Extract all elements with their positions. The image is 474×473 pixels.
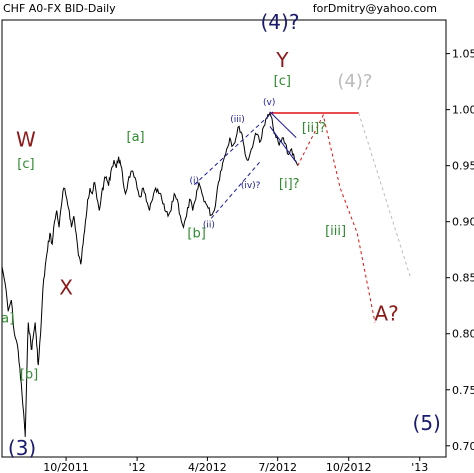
wave-label: [c]	[17, 157, 34, 172]
wave-label: [a]	[127, 130, 145, 145]
wave-label: (3)	[8, 436, 36, 460]
y-tick-label: 0.950	[452, 160, 474, 173]
y-axis: 1.05 1.00 0.950 0.900 0.850 0.800 0.750 0.700	[446, 48, 474, 453]
wave-label: W	[16, 128, 36, 152]
wave-overlay-layer	[193, 111, 411, 323]
author-watermark: forDmitry@yahoo.com	[312, 2, 437, 15]
wave-label: [ii]?	[302, 121, 326, 136]
wave-label: (5)	[413, 411, 441, 435]
projection-red	[297, 113, 376, 323]
x-tick-label: 10/2012	[326, 461, 372, 473]
wedge-line	[269, 111, 297, 139]
x-axis: 10/2011 '12 4/2012 7/2012 10/2012 '13	[43, 457, 428, 473]
channel-line	[210, 159, 262, 219]
wave-label: (v)	[263, 98, 275, 108]
wave-label: [b]	[20, 368, 38, 383]
y-tick-label: 0.900	[452, 216, 474, 229]
wave-label: [a]	[0, 312, 14, 327]
wave-label: [iii]	[325, 224, 346, 239]
wave-label: X	[59, 276, 73, 300]
instrument-title: CHF A0-FX BID-Daily	[3, 2, 116, 15]
x-tick-label: '12	[129, 461, 146, 473]
wave-label: [c]	[274, 74, 291, 89]
wave-label: [i]?	[279, 177, 300, 192]
wave-label: (i)	[190, 177, 200, 187]
y-tick-label: 0.850	[452, 272, 474, 285]
wave-label: (4)?	[337, 71, 372, 92]
wave-labels-layer: (3) (4)? (5) W X Y A? [c] [a] [b] [a] [b] [c] [ii]? [i…	[0, 10, 441, 460]
plot-frame	[1, 19, 447, 458]
x-tick-label: '13	[411, 461, 428, 473]
wave-label: Y	[275, 48, 289, 72]
x-tick-label: 4/2012	[188, 461, 227, 473]
y-tick-label: 0.750	[452, 384, 474, 397]
wave-label: (ii)	[203, 220, 215, 230]
channel-line	[193, 111, 274, 186]
wave-label: (iv)?	[241, 181, 261, 191]
wave-label: A?	[374, 301, 398, 325]
wave-label: [b]	[187, 226, 205, 241]
y-tick-label: 1.00	[452, 104, 474, 117]
y-tick-label: 0.800	[452, 328, 474, 341]
y-tick-label: 1.05	[452, 48, 474, 61]
x-tick-label: 7/2012	[258, 461, 297, 473]
wave-label: (iii)	[230, 115, 245, 125]
price-series-layer	[1, 111, 299, 437]
wave-label: (4)?	[261, 10, 300, 34]
projection-gray	[358, 112, 411, 278]
price-line	[1, 111, 299, 437]
x-tick-label: 10/2011	[43, 461, 89, 473]
wedge-line	[269, 126, 297, 163]
y-tick-label: 0.700	[452, 440, 474, 453]
